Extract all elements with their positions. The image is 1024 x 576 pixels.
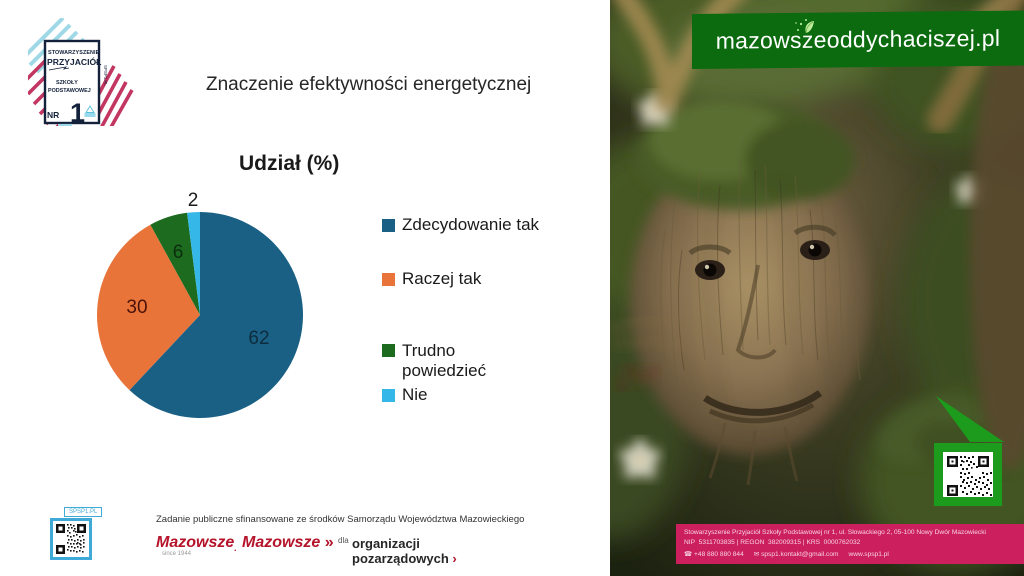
svg-text:SPSP1.PL: SPSP1.PL [103,65,108,86]
svg-text:PRZYJACIÓŁ: PRZYJACIÓŁ [47,56,101,67]
svg-text:1: 1 [70,98,85,126]
svg-text:6: 6 [173,242,184,263]
svg-text:30: 30 [126,297,147,318]
svg-text:SZKOŁY: SZKOŁY [56,80,78,86]
svg-text:62: 62 [248,328,269,349]
svg-text:NR: NR [47,110,59,120]
svg-text:2: 2 [188,192,199,211]
svg-text:STOWARZYSZENIE: STOWARZYSZENIE [48,50,100,56]
svg-text:PODSTAWOWEJ: PODSTAWOWEJ [48,88,91,94]
